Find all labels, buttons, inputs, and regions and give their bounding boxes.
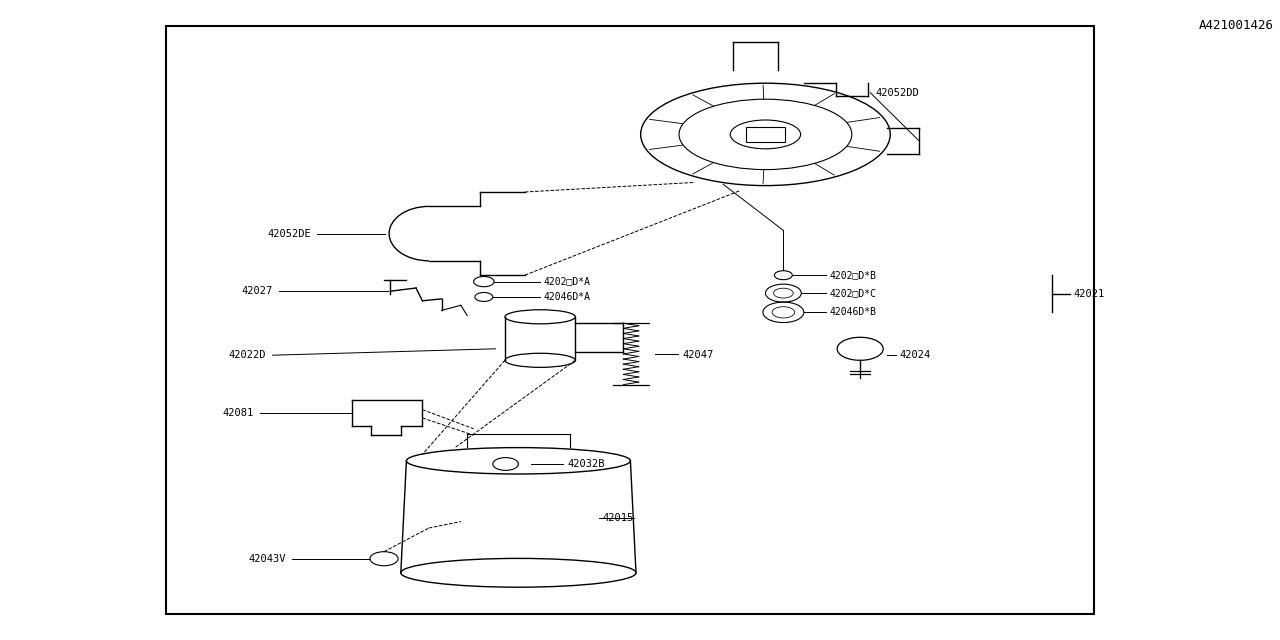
Bar bbox=[746, 127, 785, 142]
Text: 42022D: 42022D bbox=[229, 350, 266, 360]
Text: 42027: 42027 bbox=[242, 286, 273, 296]
Text: 42021: 42021 bbox=[1074, 289, 1105, 299]
Text: 42015: 42015 bbox=[603, 513, 634, 524]
Text: 4202□D*B: 4202□D*B bbox=[829, 270, 877, 280]
Text: 42046D*A: 42046D*A bbox=[544, 292, 591, 302]
Text: 42024: 42024 bbox=[900, 350, 931, 360]
Text: 42046D*B: 42046D*B bbox=[829, 307, 877, 317]
Bar bbox=[166, 26, 1094, 614]
Text: 4202□D*C: 4202□D*C bbox=[829, 288, 877, 298]
Text: 42052DE: 42052DE bbox=[268, 228, 311, 239]
Text: 42043V: 42043V bbox=[248, 554, 285, 564]
Text: 42047: 42047 bbox=[682, 350, 713, 360]
Text: 42032B: 42032B bbox=[567, 459, 604, 469]
Text: 42052DD: 42052DD bbox=[876, 88, 919, 98]
Text: 4202□D*A: 4202□D*A bbox=[544, 276, 591, 287]
Text: 42081: 42081 bbox=[223, 408, 253, 418]
Text: A421001426: A421001426 bbox=[1198, 19, 1274, 32]
